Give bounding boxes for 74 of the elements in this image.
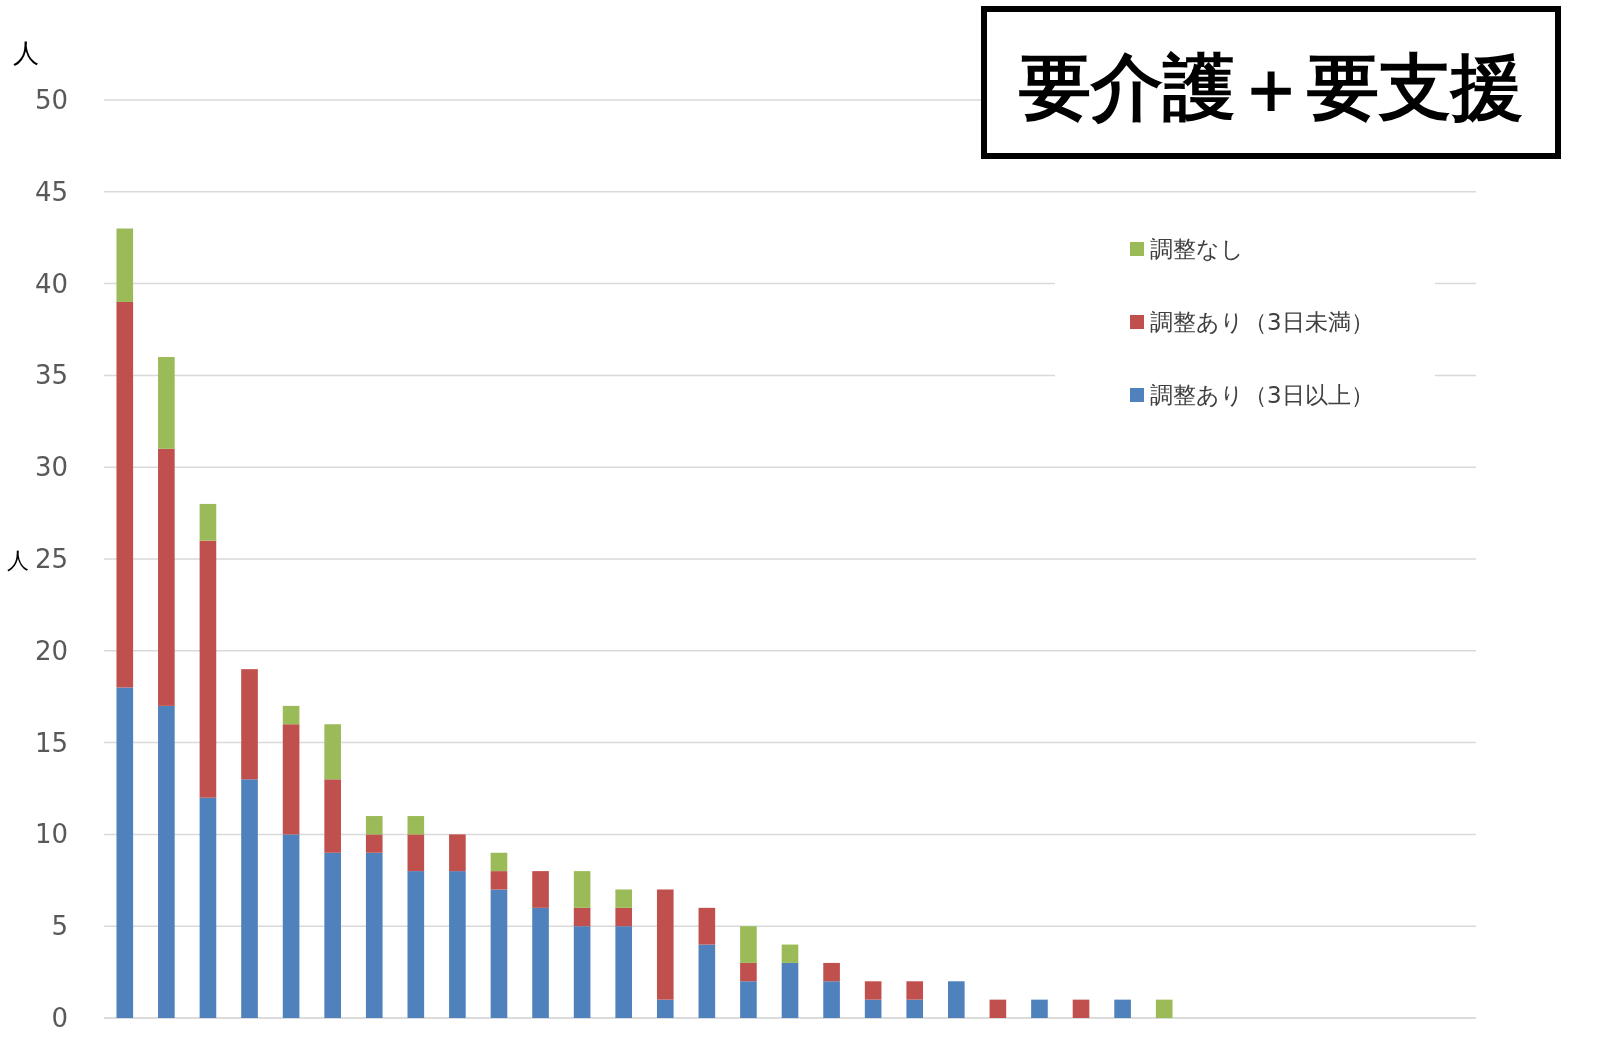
bar bbox=[407, 834, 425, 872]
y-tick-label: 35 bbox=[34, 360, 68, 391]
bar bbox=[116, 228, 134, 302]
y-tick-label: 5 bbox=[51, 911, 68, 942]
bar bbox=[324, 724, 341, 780]
legend-label: 調整なし bbox=[1150, 236, 1244, 262]
bar bbox=[740, 926, 757, 963]
bar bbox=[906, 999, 924, 1018]
bar bbox=[615, 907, 633, 927]
legend-label: 調整あり（3日以上） bbox=[1150, 382, 1374, 408]
bar bbox=[407, 816, 425, 835]
y-tick-label: 25 bbox=[34, 544, 68, 574]
bar bbox=[740, 981, 757, 1018]
bar bbox=[864, 981, 882, 1000]
bar bbox=[490, 871, 508, 890]
bar bbox=[449, 871, 466, 1018]
bar bbox=[199, 797, 217, 1018]
bar bbox=[573, 907, 591, 927]
bar bbox=[532, 907, 549, 1018]
bar bbox=[282, 834, 300, 1018]
bar bbox=[365, 834, 383, 853]
y-tick-label: 40 bbox=[34, 268, 68, 299]
bar bbox=[324, 852, 341, 1018]
bar bbox=[199, 503, 217, 541]
bar bbox=[158, 357, 175, 449]
bar bbox=[615, 926, 633, 1018]
text: 人 bbox=[7, 548, 29, 573]
bar bbox=[324, 779, 341, 853]
bar bbox=[1031, 999, 1048, 1018]
bar bbox=[906, 981, 924, 1000]
bar bbox=[823, 962, 840, 982]
bar bbox=[740, 962, 757, 982]
bar bbox=[365, 852, 383, 1018]
bar bbox=[199, 540, 217, 798]
bar bbox=[116, 687, 134, 1018]
y-tick-label: 45 bbox=[34, 176, 68, 207]
bar bbox=[573, 871, 591, 908]
bar bbox=[989, 999, 1007, 1018]
bar bbox=[1155, 999, 1173, 1018]
y-axis-title: 人 bbox=[13, 38, 39, 68]
bar bbox=[615, 889, 633, 908]
bar bbox=[532, 871, 549, 908]
y-tick-label: 30 bbox=[34, 452, 68, 483]
bar bbox=[116, 301, 134, 688]
bar bbox=[947, 981, 965, 1018]
bar bbox=[158, 448, 175, 706]
bar bbox=[241, 669, 258, 780]
y-tick-label: 0 bbox=[51, 1003, 68, 1033]
bar bbox=[1114, 999, 1131, 1018]
bar bbox=[823, 981, 840, 1018]
chart-title: 要介護＋要支援 bbox=[1019, 45, 1523, 129]
bar bbox=[573, 926, 591, 1018]
bar bbox=[449, 834, 466, 872]
bar bbox=[698, 944, 716, 1018]
legend-label: 調整あり（3日未満） bbox=[1150, 309, 1374, 335]
bar bbox=[1072, 999, 1090, 1018]
y-tick-label: 50 bbox=[34, 85, 68, 115]
bar bbox=[407, 871, 425, 1018]
bar bbox=[781, 944, 799, 963]
bar bbox=[365, 816, 383, 835]
bar bbox=[656, 999, 674, 1018]
bar bbox=[864, 999, 882, 1018]
bar bbox=[781, 962, 799, 1018]
y-tick-label: 20 bbox=[34, 635, 68, 666]
bar bbox=[158, 705, 175, 1018]
bar bbox=[241, 779, 258, 1018]
bar bbox=[490, 852, 508, 872]
y-tick-label: 10 bbox=[34, 819, 68, 850]
bar bbox=[282, 724, 300, 835]
y-tick-label: 15 bbox=[34, 727, 68, 758]
bar bbox=[656, 889, 674, 1000]
bar bbox=[490, 889, 508, 1018]
bar bbox=[698, 907, 716, 945]
bar bbox=[282, 705, 300, 725]
